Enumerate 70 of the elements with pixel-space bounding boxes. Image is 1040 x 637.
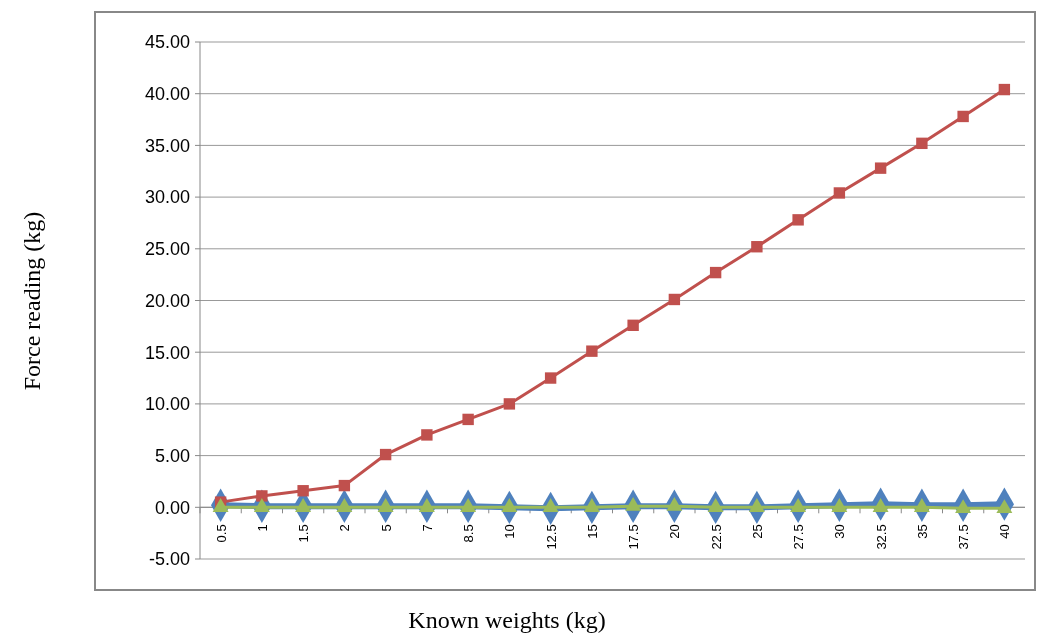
point — [709, 266, 722, 279]
point — [666, 497, 683, 511]
point — [833, 187, 846, 199]
x-tick-label: 15 — [584, 524, 600, 539]
point — [790, 498, 807, 512]
point — [792, 214, 804, 226]
point — [421, 429, 433, 441]
y-axis-title: Force reading (kg) — [19, 211, 45, 391]
point — [460, 498, 477, 512]
point — [297, 485, 309, 497]
point — [998, 83, 1011, 96]
point — [503, 398, 516, 410]
point — [338, 479, 351, 492]
x-tick-label: 12.5 — [543, 524, 559, 550]
point — [462, 413, 474, 426]
point — [336, 498, 353, 512]
point — [377, 498, 394, 512]
x-axis-title: Known weights (kg) — [408, 607, 606, 633]
x-tick-label: 22.5 — [708, 524, 724, 550]
x-tick-label: 8.5 — [461, 524, 477, 543]
y-tick-label: 30.00 — [144, 187, 190, 208]
y-tick-label: 5.00 — [154, 445, 190, 466]
point — [544, 372, 557, 384]
x-tick-label: 7 — [419, 524, 435, 532]
point — [751, 241, 763, 253]
y-tick-label: 0.00 — [154, 497, 190, 518]
x-tick-label: 20 — [667, 524, 683, 539]
point — [379, 448, 392, 461]
x-tick-label: 1.5 — [296, 524, 312, 543]
y-tick-label: 40.00 — [144, 84, 190, 104]
point — [668, 293, 681, 306]
y-tick-label: 20.00 — [144, 290, 190, 311]
point — [872, 498, 889, 512]
point — [874, 162, 887, 174]
point — [707, 498, 724, 512]
x-tick-label: 17.5 — [626, 524, 642, 550]
y-tick-label: 10.00 — [144, 394, 190, 415]
y-tick-label: 35.00 — [144, 135, 190, 156]
point — [501, 498, 518, 512]
y-tick-label: 45.00 — [144, 32, 190, 53]
point — [583, 498, 600, 512]
point — [253, 498, 270, 512]
point — [913, 498, 930, 512]
y-tick-label: 25.00 — [144, 239, 190, 260]
point — [748, 498, 765, 512]
point — [627, 319, 639, 332]
point — [586, 345, 598, 357]
x-tick-label: 30 — [832, 524, 848, 539]
point — [542, 498, 559, 512]
x-tick-label: 32.5 — [873, 524, 889, 550]
x-tick-label: 40 — [997, 524, 1013, 539]
x-tick-label: 1 — [254, 524, 270, 532]
point — [256, 490, 268, 502]
x-tick-label: 0.5 — [213, 524, 229, 543]
point — [295, 498, 312, 512]
x-tick-label: 2 — [337, 524, 353, 532]
x-tick-label: 5 — [378, 524, 394, 532]
point — [916, 137, 928, 150]
point — [625, 497, 642, 511]
x-tick-label: 25 — [749, 524, 765, 539]
x-tick-label: 37.5 — [956, 524, 972, 550]
x-tick-label: 35 — [914, 524, 930, 539]
point — [831, 498, 848, 512]
point — [418, 498, 435, 512]
point — [957, 110, 969, 123]
x-tick-label: 10 — [502, 524, 518, 539]
y-tick-label: -5.00 — [148, 549, 190, 570]
x-tick-label: 27.5 — [791, 524, 807, 550]
y-tick-label: 15.00 — [144, 342, 190, 363]
point — [955, 499, 972, 513]
